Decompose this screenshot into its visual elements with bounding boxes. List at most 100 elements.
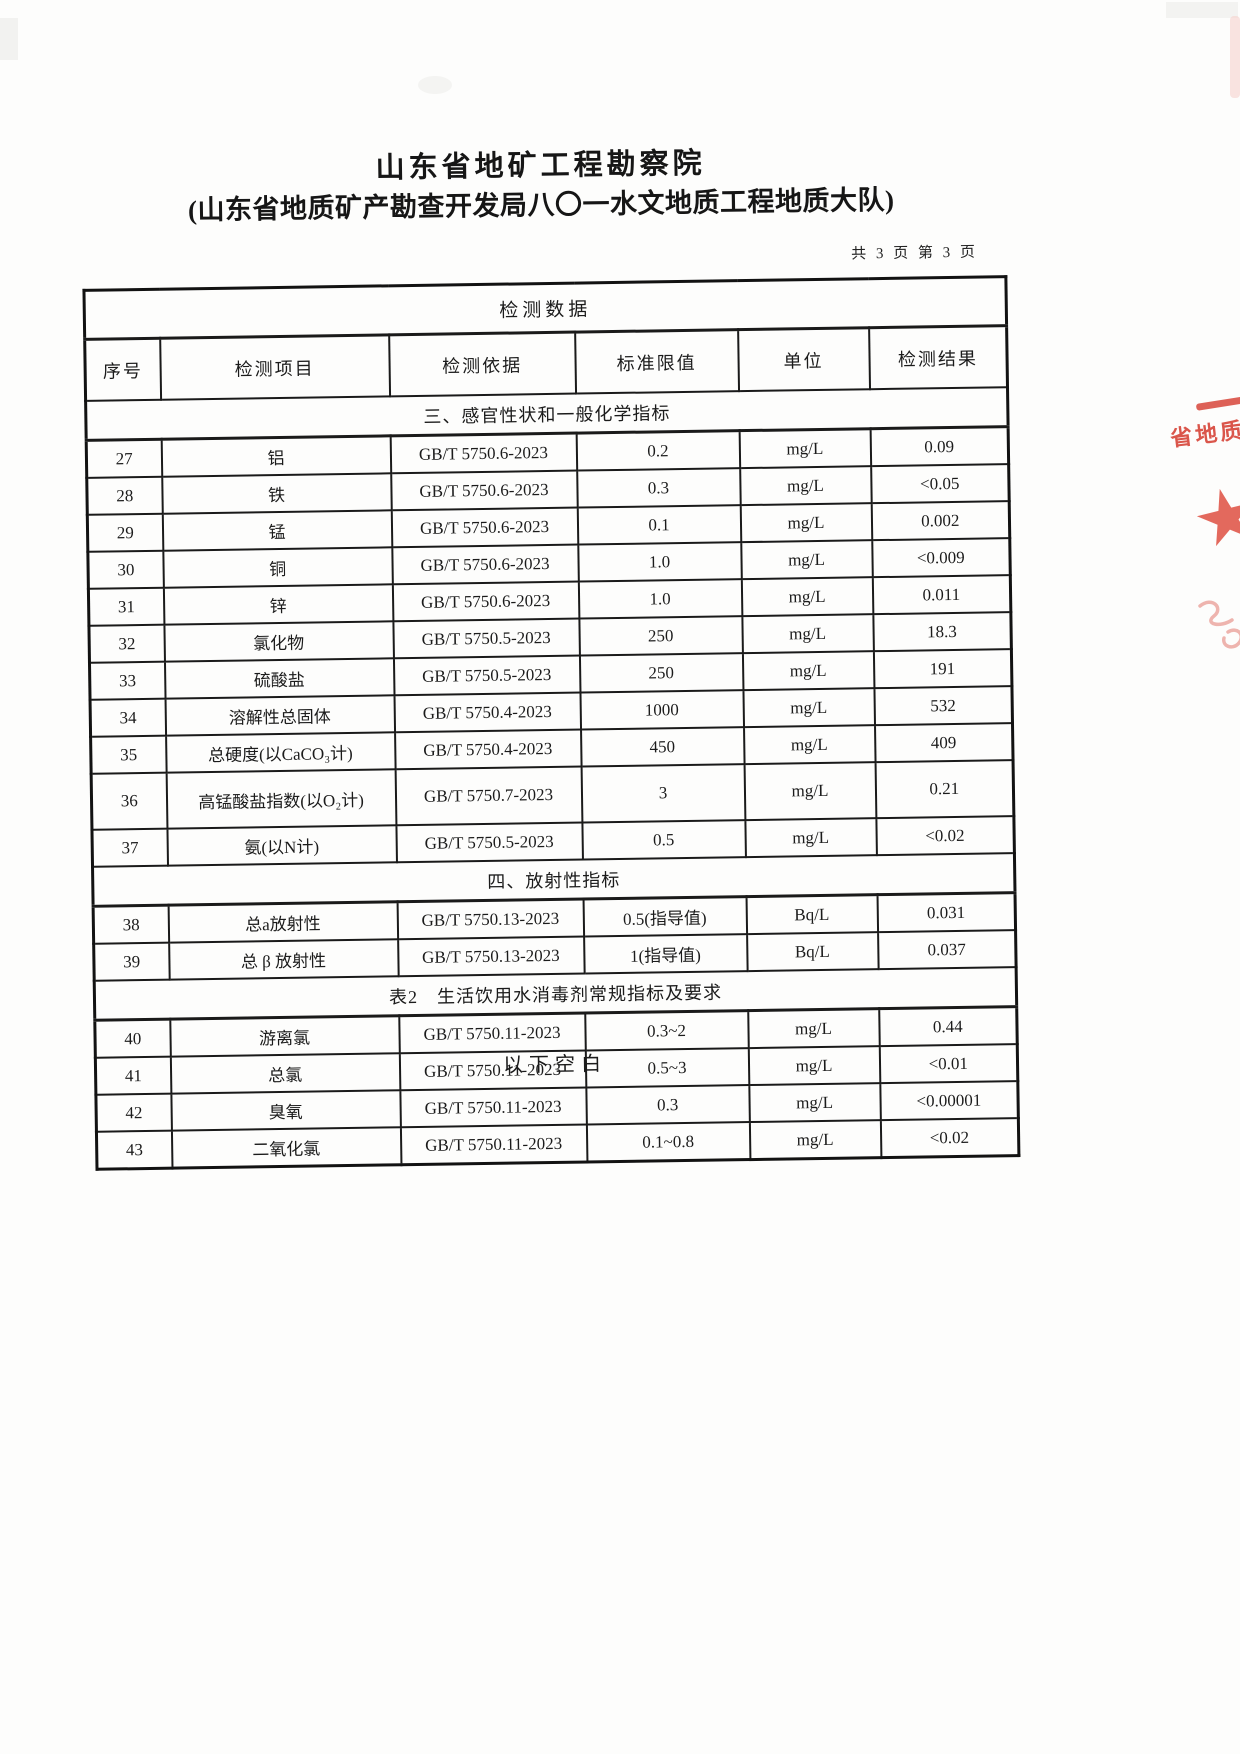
cell-no: 42 xyxy=(95,1093,172,1132)
cell-no: 34 xyxy=(90,698,166,737)
cell-method: GB/T 5750.4-2023 xyxy=(394,692,581,733)
cell-result: 409 xyxy=(874,723,1014,763)
cell-limit: 0.2 xyxy=(576,430,740,471)
cell-limit: 1(指导值) xyxy=(583,934,748,974)
cell-item: 总a放射性 xyxy=(168,901,398,943)
cell-item: 氨(以N计) xyxy=(166,825,397,866)
cell-item: 铝 xyxy=(161,435,391,477)
cell-no: 27 xyxy=(86,439,162,478)
cell-limit: 450 xyxy=(580,727,745,767)
cell-method: GB/T 5750.6-2023 xyxy=(391,544,579,585)
col-header-no: 序号 xyxy=(84,338,161,401)
cell-item: 锌 xyxy=(163,584,393,625)
cell-item: 高锰酸盐指数(以O₂计) xyxy=(166,769,396,829)
cell-no: 36 xyxy=(91,772,167,830)
cell-method: GB/T 5750.5-2023 xyxy=(393,655,580,696)
cell-no: 31 xyxy=(88,587,164,626)
cell-unit: mg/L xyxy=(744,818,877,858)
cell-unit: mg/L xyxy=(741,577,873,617)
cell-method: GB/T 5750.11-2023 xyxy=(400,1124,587,1165)
cell-result: 0.21 xyxy=(875,760,1014,819)
cell-no: 28 xyxy=(86,476,163,515)
cell-limit: 0.3 xyxy=(576,468,741,508)
cell-item: 溶解性总固体 xyxy=(165,695,395,736)
cell-result: <0.02 xyxy=(880,1118,1019,1158)
col-header-unit: 单位 xyxy=(737,327,870,392)
cell-unit: mg/L xyxy=(740,503,872,543)
cell-limit: 0.1~0.8 xyxy=(586,1122,750,1162)
cell-method: GB/T 5750.6-2023 xyxy=(390,433,577,474)
cell-unit: mg/L xyxy=(748,1083,881,1123)
cell-limit: 250 xyxy=(579,653,743,693)
cell-result: 18.3 xyxy=(872,612,1012,652)
cell-method: GB/T 5750.6-2023 xyxy=(392,581,579,622)
cell-item: 总 β 放射性 xyxy=(168,939,399,980)
cell-method: GB/T 5750.7-2023 xyxy=(395,766,582,826)
col-header-result: 检测结果 xyxy=(868,325,1008,390)
cell-item: 二氧化氯 xyxy=(171,1127,401,1169)
cell-method: GB/T 5750.13-2023 xyxy=(397,936,585,977)
cell-unit: mg/L xyxy=(741,614,874,654)
cell-limit: 0.5 xyxy=(581,820,746,860)
cell-no: 38 xyxy=(93,905,169,944)
cell-no: 37 xyxy=(91,828,168,867)
cell-item: 铁 xyxy=(161,473,392,514)
cell-unit: mg/L xyxy=(744,762,876,821)
cell-result: 0.031 xyxy=(877,892,1016,933)
cell-method: GB/T 5750.13-2023 xyxy=(397,899,584,940)
cell-item: 氯化物 xyxy=(163,621,394,662)
cell-result: 0.44 xyxy=(878,1006,1018,1047)
cell-no: 43 xyxy=(96,1130,172,1170)
cell-result: <0.05 xyxy=(870,464,1010,504)
cell-method: GB/T 5750.6-2023 xyxy=(391,507,578,548)
col-header-limit: 标准限值 xyxy=(574,329,739,394)
cell-limit: 0.3 xyxy=(585,1085,750,1125)
cell-method: GB/T 5750.5-2023 xyxy=(395,822,583,863)
cell-item: 总硬度(以CaCO₃计) xyxy=(165,732,396,773)
cell-item: 锰 xyxy=(162,510,392,551)
cell-limit: 1.0 xyxy=(578,579,742,619)
cell-no: 32 xyxy=(88,624,165,663)
cell-no: 29 xyxy=(87,513,163,552)
cell-no: 40 xyxy=(94,1019,171,1058)
cell-result: 0.09 xyxy=(870,426,1009,467)
cell-unit: mg/L xyxy=(740,540,873,580)
cell-result: 0.011 xyxy=(872,575,1011,615)
cell-method: GB/T 5750.6-2023 xyxy=(390,470,578,511)
cell-result: 0.002 xyxy=(871,501,1010,541)
cell-limit: 250 xyxy=(578,616,743,656)
cell-result: 532 xyxy=(873,686,1013,726)
cell-result: 0.037 xyxy=(877,930,1017,970)
cell-unit: mg/L xyxy=(743,725,876,765)
cell-limit: 0.1 xyxy=(577,505,741,545)
cell-item: 臭氧 xyxy=(170,1090,401,1131)
cell-no: 35 xyxy=(90,735,167,774)
cell-limit: 1000 xyxy=(579,690,744,730)
cell-result: 191 xyxy=(873,649,1013,689)
cell-item: 铜 xyxy=(162,547,393,588)
cell-limit: 3 xyxy=(581,764,745,823)
cell-no: 33 xyxy=(89,661,166,700)
cell-result: <0.00001 xyxy=(879,1081,1019,1121)
test-data-table: 检测数据 序号 检测项目 检测依据 标准限值 单位 检测结果 三、感官性状和一般… xyxy=(82,275,1021,1171)
cell-unit: mg/L xyxy=(739,428,871,469)
cell-no: 39 xyxy=(93,942,170,981)
cell-result: <0.009 xyxy=(871,538,1011,578)
cell-item: 硫酸盐 xyxy=(164,658,395,699)
cell-unit: mg/L xyxy=(749,1120,881,1160)
cell-method: GB/T 5750.5-2023 xyxy=(392,618,580,659)
cell-limit: 0.5(指导值) xyxy=(583,896,747,937)
cell-unit: Bq/L xyxy=(746,894,878,935)
cell-result: <0.02 xyxy=(875,816,1015,856)
cell-method: GB/T 5750.4-2023 xyxy=(394,729,582,770)
cell-unit: mg/L xyxy=(742,688,875,728)
cell-unit: mg/L xyxy=(739,466,872,506)
cell-unit: mg/L xyxy=(742,651,874,691)
cell-unit: Bq/L xyxy=(746,932,879,972)
cell-no: 30 xyxy=(87,550,164,589)
col-header-method: 检测依据 xyxy=(388,332,576,397)
page-count: 共 3 页 第 3 页 xyxy=(851,244,979,263)
cell-unit: mg/L xyxy=(747,1008,880,1049)
